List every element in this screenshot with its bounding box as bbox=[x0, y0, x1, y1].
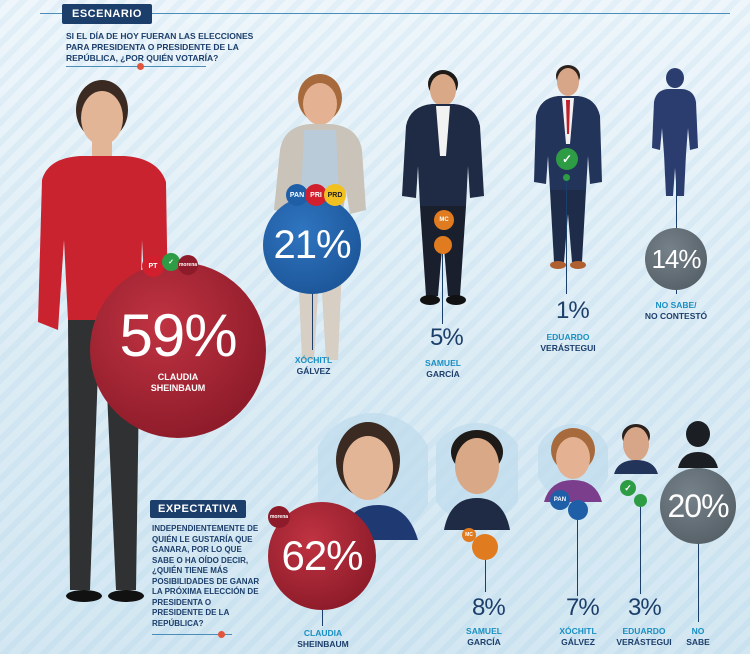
eduardo-face-photo bbox=[614, 424, 658, 474]
escenario-question-rule bbox=[66, 66, 206, 67]
prd-logo-icon: PRD bbox=[324, 184, 346, 206]
pan-exp-logo-icon: PAN bbox=[550, 490, 570, 510]
samuel-expectativa-bubble bbox=[472, 534, 498, 560]
eduardo-escenario-name-first: EDUARDO bbox=[546, 332, 590, 342]
claudia-escenario-name-first: CLAUDIA bbox=[157, 372, 199, 382]
claudia-expectativa-caption: CLAUDIA SHEINBAUM bbox=[276, 628, 370, 650]
pri-logo-icon: PRI bbox=[305, 184, 327, 206]
nosabe-expectativa-bubble: 20% bbox=[660, 468, 736, 544]
eduardo-expectativa-name-last: VERÁSTEGUI bbox=[616, 637, 672, 647]
eduardo-stem bbox=[566, 176, 567, 294]
xochitl-escenario-pct: 21% bbox=[273, 222, 351, 267]
republicano-exp-logo-icon: ✓ bbox=[620, 480, 636, 496]
samuel-expectativa-name-last: GARCÍA bbox=[467, 637, 501, 647]
samuel-expectativa-caption: SAMUEL GARCÍA bbox=[444, 626, 524, 648]
eduardo-escenario-bubble bbox=[563, 174, 570, 181]
xochitl-expectativa-caption: XÓCHITL GÁLVEZ bbox=[540, 626, 616, 648]
nosabe-expectativa-caption: NO SABE bbox=[670, 626, 726, 648]
xochitl-escenario-name-first: XÓCHITL bbox=[294, 355, 333, 365]
expectativa-question: INDEPENDIENTEMENTE DE QUIÉN LE GUSTARÍA … bbox=[152, 524, 260, 628]
samuel-escenario-bubble bbox=[434, 236, 452, 254]
claudia-face-photo bbox=[318, 413, 428, 540]
escenario-tag: ESCENARIO bbox=[62, 4, 152, 24]
xochitl-face-photo bbox=[538, 424, 608, 502]
morena-logo-icon: morena bbox=[178, 255, 198, 275]
expectativa-question-rule bbox=[152, 634, 232, 635]
xochitl-expectativa-name-last: GÁLVEZ bbox=[561, 637, 595, 647]
expectativa-tag: EXPECTATIVA bbox=[150, 500, 247, 518]
republicano-logo-icon: ✓ bbox=[556, 148, 578, 170]
mc-logo-icon: MC bbox=[434, 210, 454, 230]
escenario-question: SI EL DÍA DE HOY FUERAN LAS ELECCIONES P… bbox=[66, 31, 254, 63]
unknown-silhouette-icon bbox=[652, 68, 698, 196]
samuel-stem bbox=[442, 246, 443, 324]
xochitl-expectativa-name-first: XÓCHITL bbox=[559, 626, 597, 636]
escenario-rule-dot bbox=[137, 63, 144, 70]
xochitl-escenario-caption: XÓCHITL GÁLVEZ bbox=[266, 355, 361, 377]
samuel-escenario-pct: 5% bbox=[430, 324, 464, 351]
xochitl-escenario-name-last: GÁLVEZ bbox=[296, 366, 331, 376]
eduardo-escenario-pct: 1% bbox=[556, 297, 590, 324]
claudia-escenario-name-last: SHEINBAUM bbox=[150, 383, 206, 393]
nosabe-expectativa-name-first: NO bbox=[691, 626, 705, 636]
claudia-exp-stem bbox=[322, 606, 323, 626]
nosabe-silhouette-icon bbox=[678, 421, 718, 468]
xochitl-escenario-bubble: 21% bbox=[263, 196, 361, 294]
claudia-escenario-bubble: 59% CLAUDIA SHEINBAUM bbox=[90, 262, 266, 438]
eduardo-expectativa-bubble bbox=[634, 494, 647, 507]
nosabe-escenario-pct: 14% bbox=[651, 243, 701, 274]
nosabe-exp-stem bbox=[698, 540, 699, 622]
verde-logo-icon: ✓ bbox=[162, 253, 180, 271]
pt-logo-icon: PT bbox=[142, 255, 164, 277]
eduardo-expectativa-pct: 3% bbox=[628, 594, 662, 621]
samuel-expectativa-name-first: SAMUEL bbox=[466, 626, 502, 636]
claudia-expectativa-name-first: CLAUDIA bbox=[303, 628, 343, 638]
xochitl-expectativa-bubble bbox=[568, 500, 588, 520]
expectativa-rule-dot bbox=[218, 631, 225, 638]
samuel-escenario-name-last: GARCÍA bbox=[426, 369, 460, 379]
claudia-expectativa-name-last: SHEINBAUM bbox=[297, 639, 349, 649]
claudia-expectativa-pct: 62% bbox=[281, 532, 363, 579]
eduardo-expectativa-name-first: EDUARDO bbox=[622, 626, 666, 636]
eduardo-escenario-caption: EDUARDO VERÁSTEGUI bbox=[528, 332, 608, 354]
samuel-exp-stem bbox=[485, 556, 486, 592]
eduardo-photo bbox=[534, 65, 602, 269]
mc-exp-logo-icon: MC bbox=[462, 528, 476, 542]
nosabe-expectativa-name-last: SABE bbox=[686, 637, 710, 647]
xochitl-exp-stem bbox=[577, 516, 578, 596]
pan-logo-icon: PAN bbox=[286, 184, 308, 206]
eduardo-escenario-name-last: VERÁSTEGUI bbox=[540, 343, 596, 353]
nosabe-escenario-caption: NO SABE/ NO CONTESTÓ bbox=[628, 300, 724, 322]
nosabe-escenario-bubble: 14% bbox=[645, 228, 707, 290]
samuel-expectativa-pct: 8% bbox=[472, 594, 506, 621]
samuel-photo bbox=[402, 70, 484, 305]
samuel-face-photo bbox=[436, 423, 518, 530]
morena-exp-logo-icon: morena bbox=[268, 506, 290, 528]
eduardo-exp-stem bbox=[640, 500, 641, 594]
xochitl-expectativa-pct: 7% bbox=[566, 594, 600, 621]
xochitl-stem bbox=[312, 286, 313, 350]
header-rule bbox=[40, 13, 730, 14]
nosabe-escenario-name-last: NO CONTESTÓ bbox=[644, 311, 708, 321]
samuel-escenario-name-first: SAMUEL bbox=[425, 358, 461, 368]
nosabe-escenario-name-first: NO SABE/ bbox=[655, 300, 697, 310]
nosabe-expectativa-pct: 20% bbox=[667, 487, 729, 524]
samuel-escenario-caption: SAMUEL GARCÍA bbox=[400, 358, 486, 380]
eduardo-expectativa-caption: EDUARDO VERÁSTEGUI bbox=[604, 626, 684, 648]
claudia-escenario-pct: 59% bbox=[119, 302, 237, 369]
